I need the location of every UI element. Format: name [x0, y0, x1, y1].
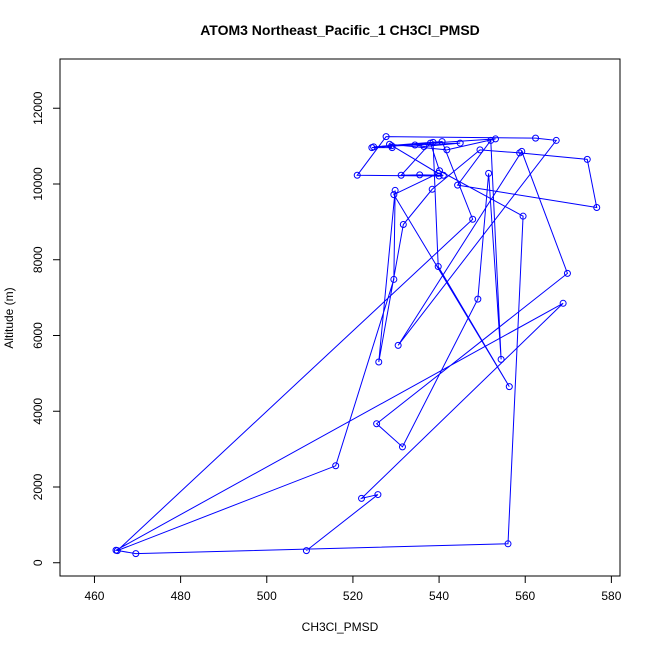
series-line	[114, 136, 598, 555]
data-point	[388, 144, 396, 152]
data-point	[434, 263, 442, 271]
data-point	[382, 133, 390, 141]
x-axis: 460 480 500 520 540 560 580	[84, 575, 622, 603]
data-point	[438, 138, 446, 146]
data-point	[420, 142, 428, 150]
data-point	[302, 547, 310, 555]
data-point	[469, 215, 477, 223]
data-point	[552, 136, 560, 144]
y-tick-label: 6000	[31, 322, 45, 349]
x-tick-label: 480	[171, 589, 191, 603]
data-point	[416, 171, 424, 179]
data-point	[559, 299, 567, 307]
y-tick-label: 10000	[31, 167, 45, 201]
data-point	[368, 144, 376, 152]
data-point	[443, 146, 451, 154]
x-tick-label: 460	[84, 589, 104, 603]
y-tick-label: 12000	[31, 91, 45, 125]
x-tick-label: 520	[343, 589, 363, 603]
data-point	[583, 155, 591, 163]
data-point	[428, 185, 436, 193]
data-point	[492, 135, 500, 143]
data-point	[358, 494, 366, 502]
plot-frame	[59, 58, 621, 577]
data-point	[398, 443, 406, 451]
data-point	[132, 550, 140, 558]
data-point	[332, 462, 340, 470]
data-point	[113, 547, 121, 555]
data-point	[593, 203, 601, 211]
y-tick-label: 2000	[31, 473, 45, 500]
y-axis: 0 2000 4000 6000 8000 10000 12000	[31, 91, 61, 566]
x-tick-label: 560	[515, 589, 535, 603]
data-point	[394, 341, 402, 349]
y-tick-label: 0	[31, 559, 45, 566]
data-point	[456, 139, 464, 147]
data-point	[374, 491, 382, 499]
data-point	[485, 169, 493, 177]
data-point	[505, 383, 513, 391]
plot-area	[112, 133, 601, 558]
data-point	[390, 191, 398, 199]
y-tick-label: 8000	[31, 246, 45, 273]
data-point	[429, 138, 437, 146]
y-axis-label: Altitude (m)	[2, 287, 16, 348]
data-point	[353, 171, 361, 179]
x-tick-label: 500	[257, 589, 277, 603]
data-point	[518, 147, 526, 155]
data-point	[487, 136, 495, 144]
data-point	[474, 295, 482, 303]
data-point	[399, 221, 407, 229]
data-point	[516, 149, 524, 157]
data-point	[390, 275, 398, 283]
data-point	[434, 169, 442, 177]
data-point	[563, 269, 571, 277]
data-point	[519, 212, 527, 220]
data-point	[497, 355, 505, 363]
data-point	[454, 181, 462, 189]
data-point	[532, 134, 540, 142]
data-point	[391, 186, 399, 194]
data-point	[504, 540, 512, 548]
data-point	[476, 146, 484, 154]
data-point	[411, 141, 419, 149]
x-axis-label: CH3Cl_PMSD	[302, 620, 379, 634]
x-tick-label: 540	[429, 589, 449, 603]
data-point	[373, 420, 381, 428]
data-point	[375, 358, 383, 366]
chart-title: ATOM3 Northeast_Pacific_1 CH3Cl_PMSD	[200, 22, 480, 38]
y-tick-label: 4000	[31, 398, 45, 425]
data-point	[397, 171, 405, 179]
x-tick-label: 580	[601, 589, 621, 603]
